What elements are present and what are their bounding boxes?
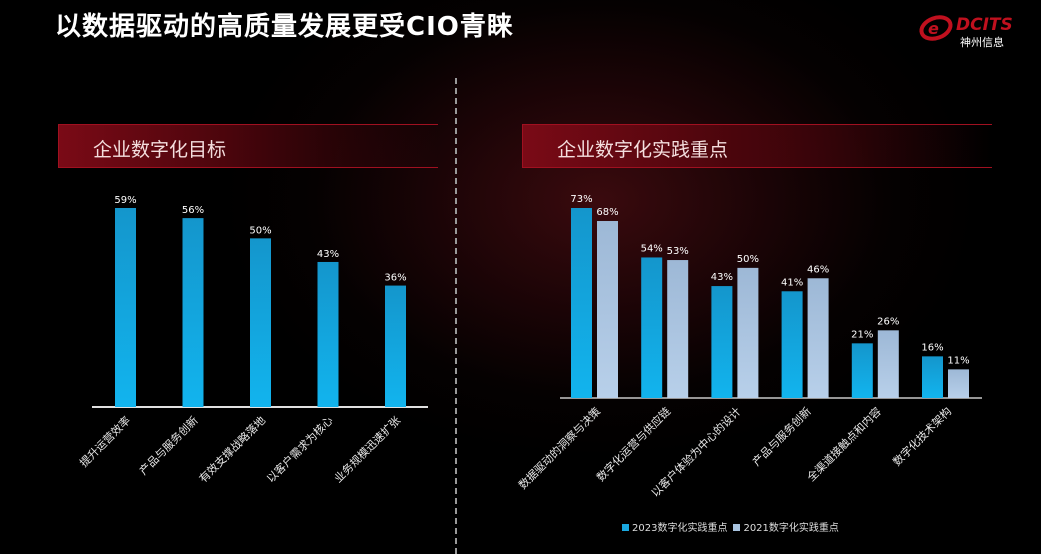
legend: 2023数字化实践重点 2021数字化实践重点 bbox=[622, 519, 839, 534]
right-panel-header: 企业数字化实践重点 bbox=[522, 124, 992, 168]
bar-2021 bbox=[948, 369, 969, 398]
category-label: 数据驱动的洞察与决策 bbox=[515, 404, 603, 492]
legend-item-2021: 2021数字化实践重点 bbox=[733, 519, 839, 534]
category-label: 提升运营效率 bbox=[77, 413, 134, 470]
data-label: 50% bbox=[737, 254, 759, 265]
bar-2023 bbox=[922, 356, 943, 398]
legend-item-2023: 2023数字化实践重点 bbox=[622, 519, 727, 534]
page-title: 以数据驱动的高质量发展更受CIO青睐 bbox=[55, 12, 514, 42]
logo-text: 神州信息 bbox=[960, 36, 1004, 49]
data-label: 41% bbox=[781, 277, 803, 288]
bar-2023 bbox=[711, 286, 733, 398]
category-label: 产品与服务创新 bbox=[136, 413, 200, 477]
right-chart-title: 企业数字化实践重点 bbox=[557, 139, 729, 161]
dcits-logo: e DCITS bbox=[919, 15, 1013, 41]
data-label: 43% bbox=[711, 272, 733, 283]
data-label: 26% bbox=[877, 316, 899, 327]
data-label: 54% bbox=[641, 243, 663, 254]
data-label: 68% bbox=[596, 207, 618, 218]
data-label: 21% bbox=[851, 329, 873, 340]
legend-swatch-2021 bbox=[733, 524, 741, 531]
bar-2023 bbox=[571, 208, 592, 398]
data-label: 46% bbox=[807, 264, 829, 275]
category-label: 数字化技术架构 bbox=[890, 404, 954, 468]
data-label: 16% bbox=[921, 342, 943, 353]
bar bbox=[115, 208, 136, 407]
svg-text:e: e bbox=[928, 19, 939, 38]
category-label: 有效支撑战略落地 bbox=[196, 413, 268, 485]
bar-2021 bbox=[597, 221, 618, 398]
bar-2021 bbox=[737, 267, 759, 398]
bar-2021 bbox=[807, 278, 829, 398]
data-label: 56% bbox=[182, 205, 204, 216]
data-label: 53% bbox=[667, 246, 689, 257]
left-panel-header: 企业数字化目标 bbox=[58, 124, 438, 168]
category-label: 全渠道接触点和内容 bbox=[804, 404, 884, 484]
data-label: 59% bbox=[114, 195, 136, 206]
left-chart-title: 企业数字化目标 bbox=[93, 139, 227, 161]
bar-2023 bbox=[781, 291, 803, 398]
category-label: 业务规模迅速扩张 bbox=[331, 413, 403, 485]
category-label: 数字化运营与供应链 bbox=[593, 404, 673, 484]
svg-text:DCITS: DCITS bbox=[956, 15, 1013, 35]
legend-swatch-2023 bbox=[622, 524, 629, 531]
bar bbox=[182, 218, 204, 407]
bar-2023 bbox=[851, 343, 873, 398]
data-label: 50% bbox=[249, 225, 271, 236]
divider bbox=[455, 78, 457, 554]
category-label: 产品与服务创新 bbox=[749, 404, 813, 468]
bar bbox=[385, 285, 406, 407]
bar-2021 bbox=[877, 330, 899, 398]
bar bbox=[250, 238, 271, 407]
legend-label-2021: 2021数字化实践重点 bbox=[743, 523, 839, 534]
data-label: 43% bbox=[317, 249, 339, 260]
data-label: 11% bbox=[947, 355, 969, 366]
data-label: 73% bbox=[570, 194, 592, 205]
bar-2023 bbox=[641, 257, 663, 398]
bar-2021 bbox=[667, 260, 689, 398]
data-label: 36% bbox=[384, 273, 406, 284]
legend-label-2023: 2023数字化实践重点 bbox=[632, 523, 728, 534]
category-label: 以客户需求为核心 bbox=[263, 413, 335, 485]
bar bbox=[317, 261, 339, 407]
